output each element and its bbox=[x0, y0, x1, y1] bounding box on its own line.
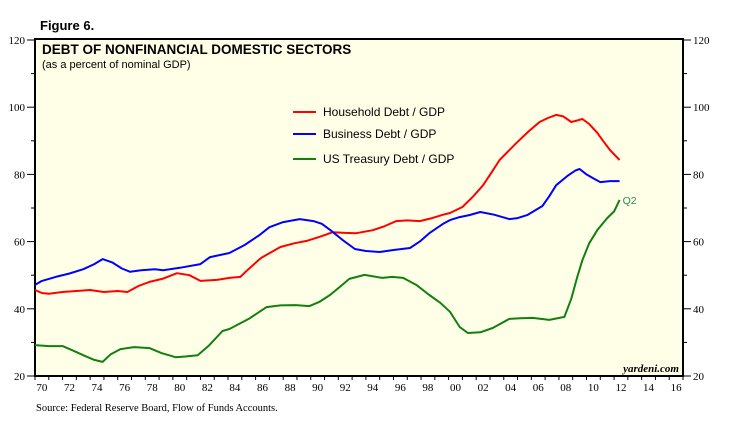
series-line-household-debt-gdp bbox=[34, 113, 621, 295]
x-tick-label: 12 bbox=[615, 382, 626, 394]
x-tick-label: 06 bbox=[533, 382, 545, 394]
y-tick-label-right: 60 bbox=[693, 237, 705, 249]
source-note: Source: Federal Reserve Board, Flow of F… bbox=[36, 403, 278, 414]
x-axis: 70 72 74 76 78 80 82 84 86 88 90 92 94 96 98 00 02 04 06 08… bbox=[34, 376, 684, 394]
x-tick-label: 00 bbox=[450, 382, 462, 394]
x-tick-label: 94 bbox=[367, 382, 379, 394]
plot-area bbox=[34, 38, 684, 377]
x-tick-label: 90 bbox=[312, 382, 324, 394]
x-tick-label: 70 bbox=[36, 382, 48, 394]
x-tick-label: 72 bbox=[64, 382, 75, 394]
y-tick-label-right: 40 bbox=[693, 304, 705, 316]
x-tick-label: 92 bbox=[340, 382, 351, 394]
series-layer bbox=[34, 113, 621, 363]
chart-title: DEBT OF NONFINANCIAL DOMESTIC SECTORS bbox=[42, 42, 351, 57]
series-line-us-treasury-debt-gdp bbox=[34, 199, 621, 363]
legend-label-household: Household Debt / GDP bbox=[323, 105, 445, 119]
x-tick-label: 76 bbox=[119, 382, 131, 394]
legend-item-treasury: US Treasury Debt / GDP bbox=[293, 152, 454, 166]
y-tick-label-left: 80 bbox=[14, 169, 26, 181]
legend: Household Debt / GDP Business Debt / GDP… bbox=[293, 105, 454, 166]
legend-item-business: Business Debt / GDP bbox=[293, 127, 436, 141]
legend-label-business: Business Debt / GDP bbox=[323, 127, 436, 141]
series-line-business-debt-gdp bbox=[34, 168, 620, 286]
y-tick-label-left: 20 bbox=[14, 371, 26, 383]
legend-label-treasury: US Treasury Debt / GDP bbox=[323, 152, 454, 166]
figure-label: Figure 6. bbox=[40, 18, 94, 33]
x-tick-label: 04 bbox=[505, 382, 517, 394]
y-tick-label-left: 60 bbox=[14, 237, 26, 249]
y-tick-label-left: 40 bbox=[14, 304, 26, 316]
x-tick-label: 14 bbox=[643, 382, 655, 394]
x-tick-label: 78 bbox=[147, 382, 159, 394]
x-tick-label: 82 bbox=[202, 382, 213, 394]
x-tick-label: 02 bbox=[478, 382, 489, 394]
y-axis-left: 20 40 60 80 100 120 bbox=[9, 35, 35, 383]
y-tick-label-right: 20 bbox=[693, 371, 705, 383]
x-tick-label: 80 bbox=[174, 382, 186, 394]
x-tick-label: 88 bbox=[285, 382, 297, 394]
x-tick-label: 98 bbox=[422, 382, 434, 394]
watermark: yardeni.com bbox=[621, 363, 679, 375]
x-tick-label: 10 bbox=[588, 382, 600, 394]
y-tick-label-right: 80 bbox=[693, 169, 705, 181]
x-tick-label: 84 bbox=[229, 382, 241, 394]
end-annotation-q2: Q2 bbox=[623, 195, 637, 207]
y-tick-label-right: 100 bbox=[693, 102, 710, 114]
x-tick-label: 86 bbox=[257, 382, 269, 394]
y-tick-label-right: 120 bbox=[693, 35, 710, 47]
y-axis-right: 20 40 60 80 100 120 bbox=[683, 35, 710, 383]
legend-item-household: Household Debt / GDP bbox=[293, 105, 445, 119]
chart-subtitle: (as a percent of nominal GDP) bbox=[42, 59, 191, 71]
y-tick-label-left: 100 bbox=[9, 102, 26, 114]
y-tick-label-left: 120 bbox=[9, 35, 26, 47]
x-tick-label: 08 bbox=[560, 382, 572, 394]
x-tick-label: 16 bbox=[671, 382, 683, 394]
x-tick-label: 96 bbox=[395, 382, 407, 394]
x-tick-label: 74 bbox=[92, 382, 104, 394]
